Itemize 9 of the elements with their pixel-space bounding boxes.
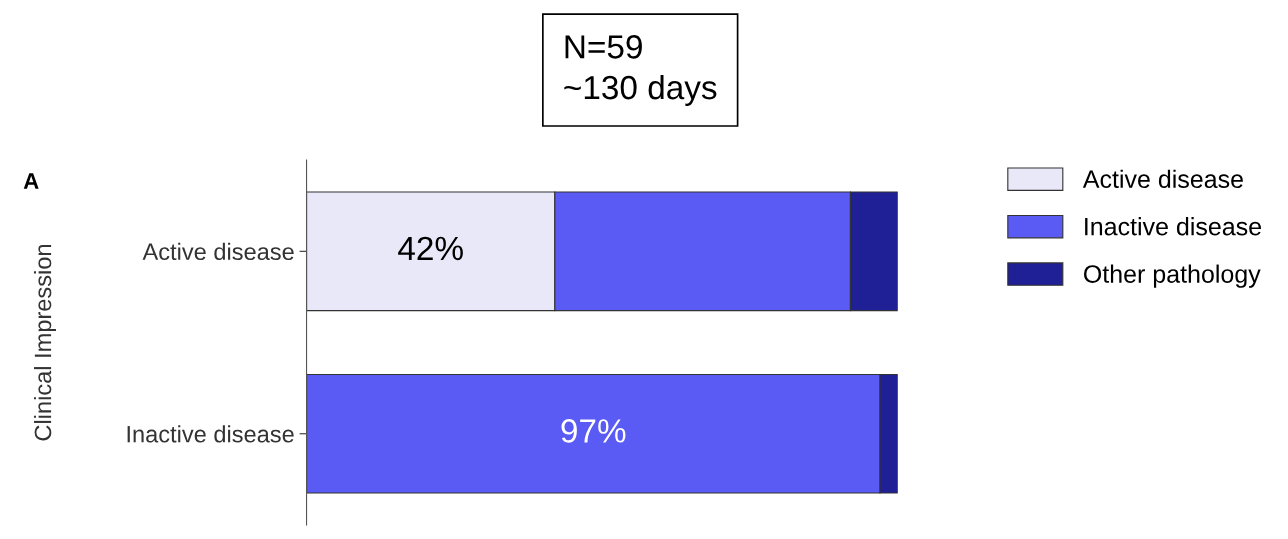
text: ~130 days	[564, 74, 717, 106]
text: N=59	[565, 35, 642, 59]
data-label: 42%	[398, 236, 463, 261]
legend-label: Other pathology	[1084, 264, 1261, 288]
y-axis-title: Clinical Impression	[33, 245, 56, 441]
text: A	[23, 173, 39, 189]
data-label: 97%	[561, 419, 626, 443]
legend-label: Active disease	[1082, 169, 1243, 189]
legend-label: Inactive disease	[1085, 217, 1261, 236]
